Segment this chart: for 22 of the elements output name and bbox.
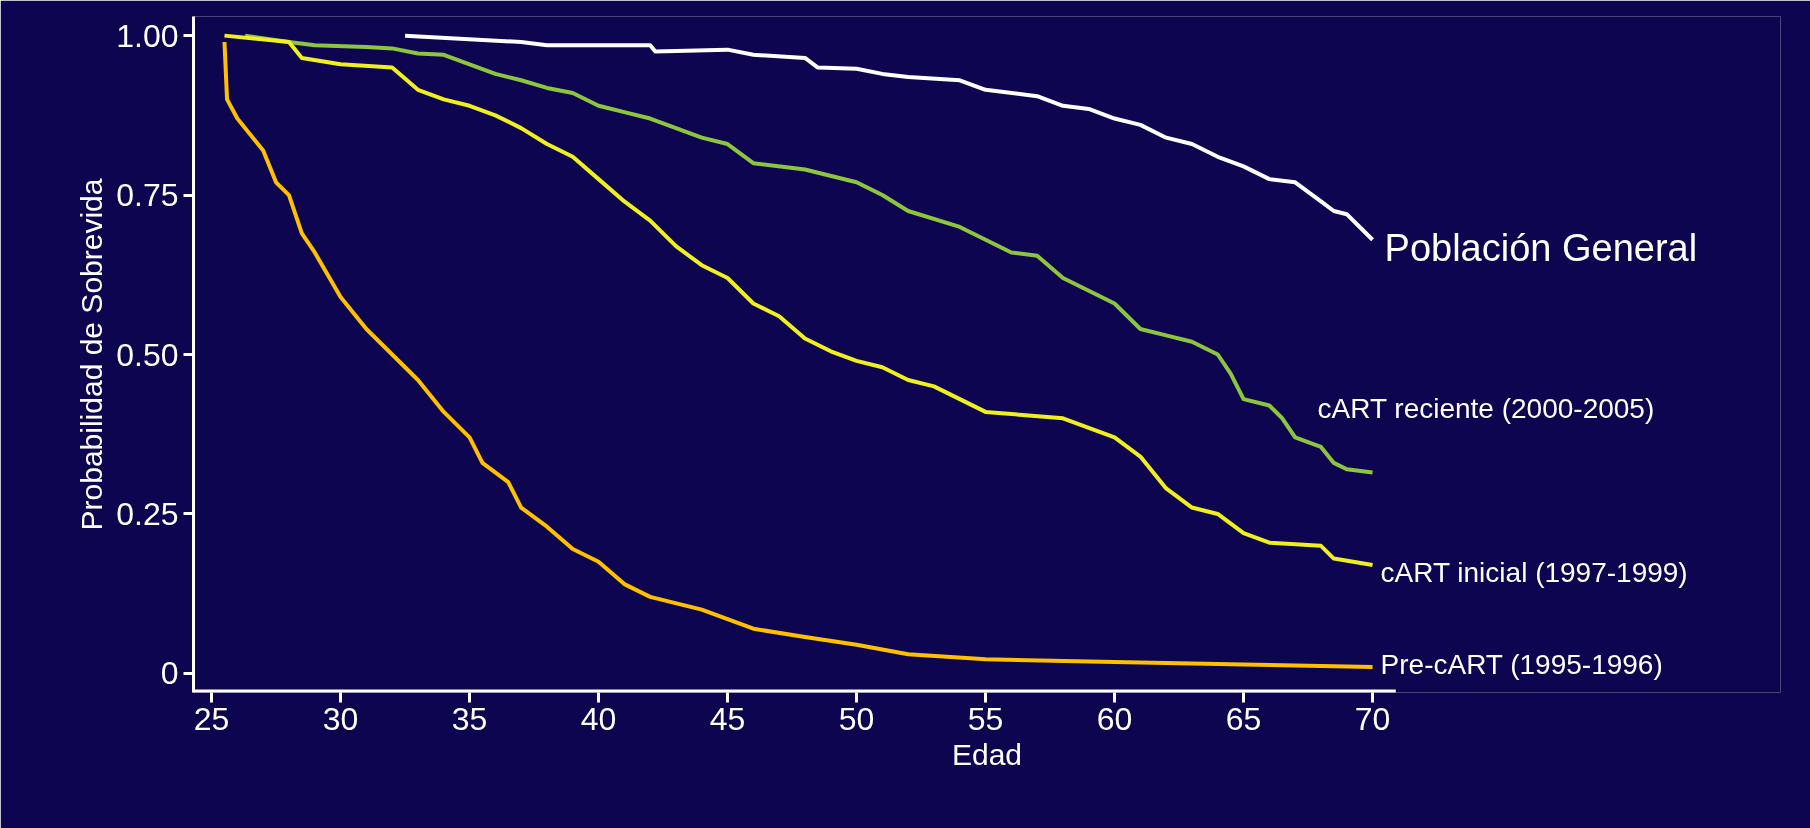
x-tick-label: 60 [1096,700,1133,737]
y-tick-label: 0.75 [116,177,179,214]
x-tick-label: 30 [322,700,359,737]
y-tick-label: 0.25 [116,495,179,532]
x-tick-label: 45 [709,700,746,737]
x-tick-label: 35 [451,700,488,737]
line-series [403,33,1375,242]
series-label: Pre-cART (1995-1996) [1380,649,1663,681]
x-tick-label: 25 [193,700,230,737]
y-tick-label: 0.50 [116,336,179,373]
series-label: Población General [1384,226,1698,269]
x-axis-title: Edad [951,737,1023,771]
x-tick-label: 55 [967,700,1004,737]
x-tick-label: 50 [838,700,875,737]
y-tick-label: 1.00 [116,17,179,54]
x-tick-label: 70 [1354,700,1391,737]
y-axis-title: Probabilidad de Sobrevida [75,178,109,531]
x-tick-label: 65 [1225,700,1262,737]
series-label: cART inicial (1997-1999) [1380,557,1688,589]
x-tick-label: 40 [580,700,617,737]
series-label: cART reciente (2000-2005) [1317,392,1655,424]
y-tick-label: 0 [160,655,179,692]
